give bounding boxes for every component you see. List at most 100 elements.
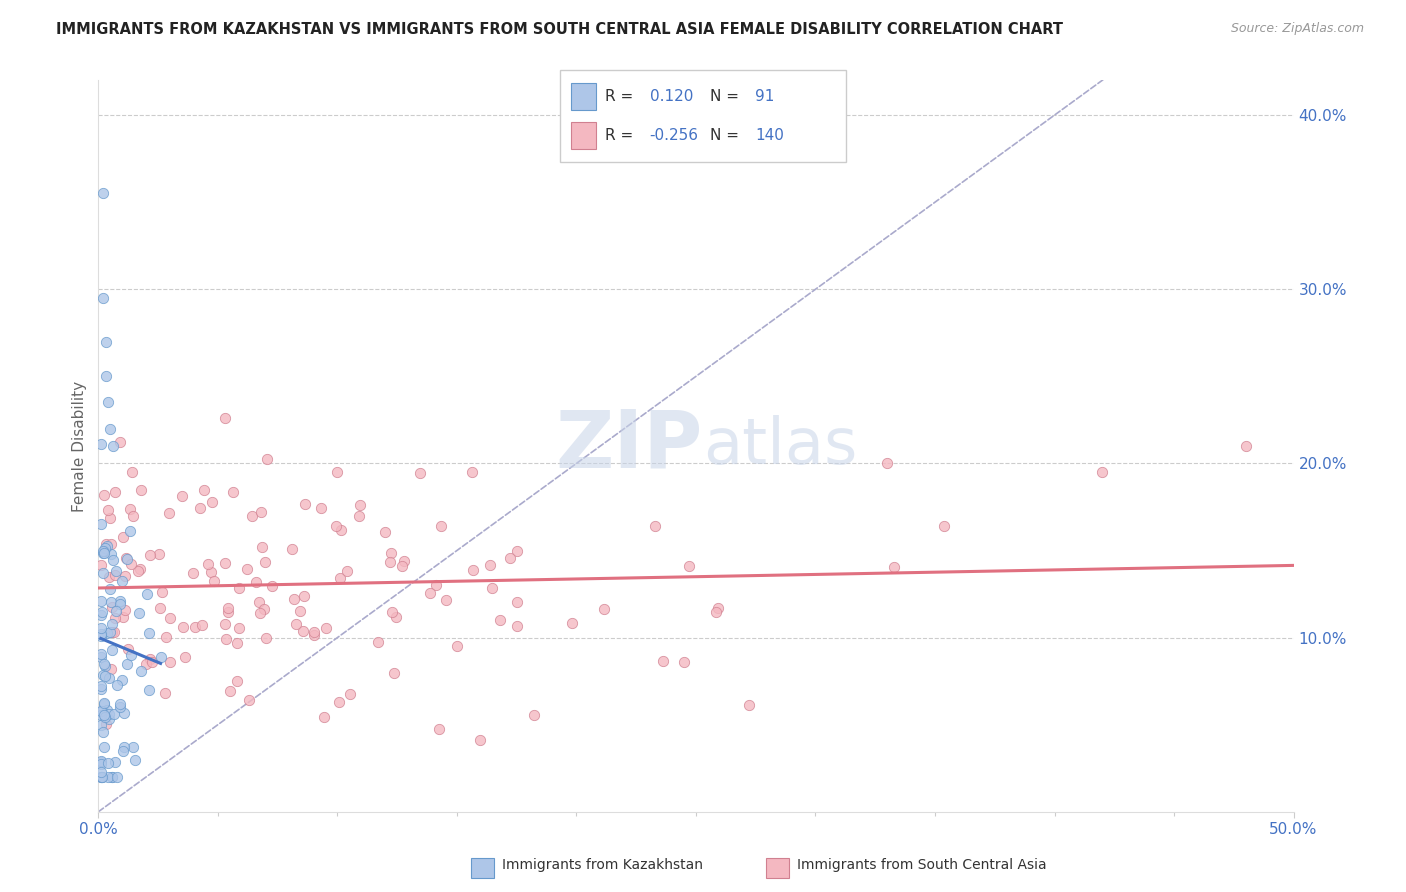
Point xyxy=(329,571,352,585)
Point xyxy=(240,508,263,523)
Point xyxy=(100,662,122,676)
Point xyxy=(214,410,236,425)
Point xyxy=(93,657,115,671)
Point xyxy=(253,555,276,569)
Point xyxy=(425,577,447,591)
Point xyxy=(111,574,134,588)
Point xyxy=(90,605,112,619)
Point xyxy=(214,617,236,632)
Point xyxy=(217,600,239,615)
Point xyxy=(98,510,121,524)
Point xyxy=(118,501,141,516)
Point xyxy=(91,725,114,739)
Point xyxy=(101,770,124,784)
Point xyxy=(129,664,152,678)
Point xyxy=(219,684,242,698)
Point xyxy=(90,629,112,643)
Point xyxy=(118,524,141,538)
Point xyxy=(108,699,131,714)
Point xyxy=(461,563,484,577)
Point xyxy=(262,579,284,593)
Point xyxy=(128,607,150,621)
Point xyxy=(294,497,316,511)
Text: 0.120: 0.120 xyxy=(650,89,693,103)
Point xyxy=(488,613,510,627)
Point xyxy=(384,610,406,624)
Point xyxy=(108,697,131,711)
Point xyxy=(170,489,193,503)
Point xyxy=(90,708,112,723)
Point xyxy=(876,457,898,471)
Point xyxy=(101,643,124,657)
Point xyxy=(139,652,162,666)
Point xyxy=(90,704,112,718)
Point xyxy=(250,504,273,518)
Point xyxy=(381,605,404,619)
Point xyxy=(93,546,115,560)
Point xyxy=(561,615,583,630)
Point xyxy=(115,551,138,566)
Point xyxy=(90,437,112,451)
Text: -0.256: -0.256 xyxy=(650,128,699,143)
Point xyxy=(593,602,616,616)
Point xyxy=(221,485,243,500)
Point xyxy=(284,617,307,632)
Point xyxy=(215,632,238,646)
Point xyxy=(304,627,326,641)
Point xyxy=(90,756,112,770)
Point xyxy=(157,507,180,521)
Point xyxy=(193,483,215,498)
Point xyxy=(201,495,224,509)
Point xyxy=(115,551,138,566)
Point xyxy=(325,519,347,533)
Point xyxy=(150,585,173,599)
Point xyxy=(96,539,118,553)
Point xyxy=(111,609,134,624)
Point xyxy=(101,553,124,567)
Point xyxy=(159,655,181,669)
Point xyxy=(98,570,121,584)
Point xyxy=(188,501,211,516)
Point xyxy=(468,733,491,747)
Text: R =: R = xyxy=(605,89,638,103)
Point xyxy=(283,592,305,607)
Point xyxy=(101,439,124,453)
Point xyxy=(378,555,401,569)
Point xyxy=(247,595,270,609)
Point xyxy=(380,546,402,560)
Point xyxy=(253,602,276,616)
Point xyxy=(172,620,194,634)
Point xyxy=(217,605,239,619)
Point xyxy=(93,488,115,502)
Point xyxy=(328,696,350,710)
Point xyxy=(436,592,458,607)
Point xyxy=(202,574,225,588)
Point xyxy=(506,544,529,558)
Point xyxy=(228,581,250,595)
Point xyxy=(254,631,277,645)
Point xyxy=(101,600,124,615)
Point xyxy=(108,435,131,450)
Point xyxy=(523,707,546,722)
Point xyxy=(94,369,117,384)
Point xyxy=(90,705,112,719)
Point xyxy=(90,770,112,784)
Point xyxy=(111,530,134,544)
Point xyxy=(129,562,152,576)
Point xyxy=(505,595,527,609)
Point xyxy=(93,544,115,558)
Point xyxy=(184,620,207,634)
Point xyxy=(100,537,122,551)
Point xyxy=(290,604,312,618)
Point xyxy=(197,558,219,572)
Point xyxy=(105,678,128,692)
Point xyxy=(103,625,125,640)
Point xyxy=(94,334,117,349)
Point xyxy=(446,639,468,653)
Point xyxy=(479,558,502,573)
Point xyxy=(94,716,117,731)
Point xyxy=(174,649,197,664)
Point xyxy=(429,519,451,533)
Point xyxy=(100,770,122,784)
Point xyxy=(181,566,204,580)
